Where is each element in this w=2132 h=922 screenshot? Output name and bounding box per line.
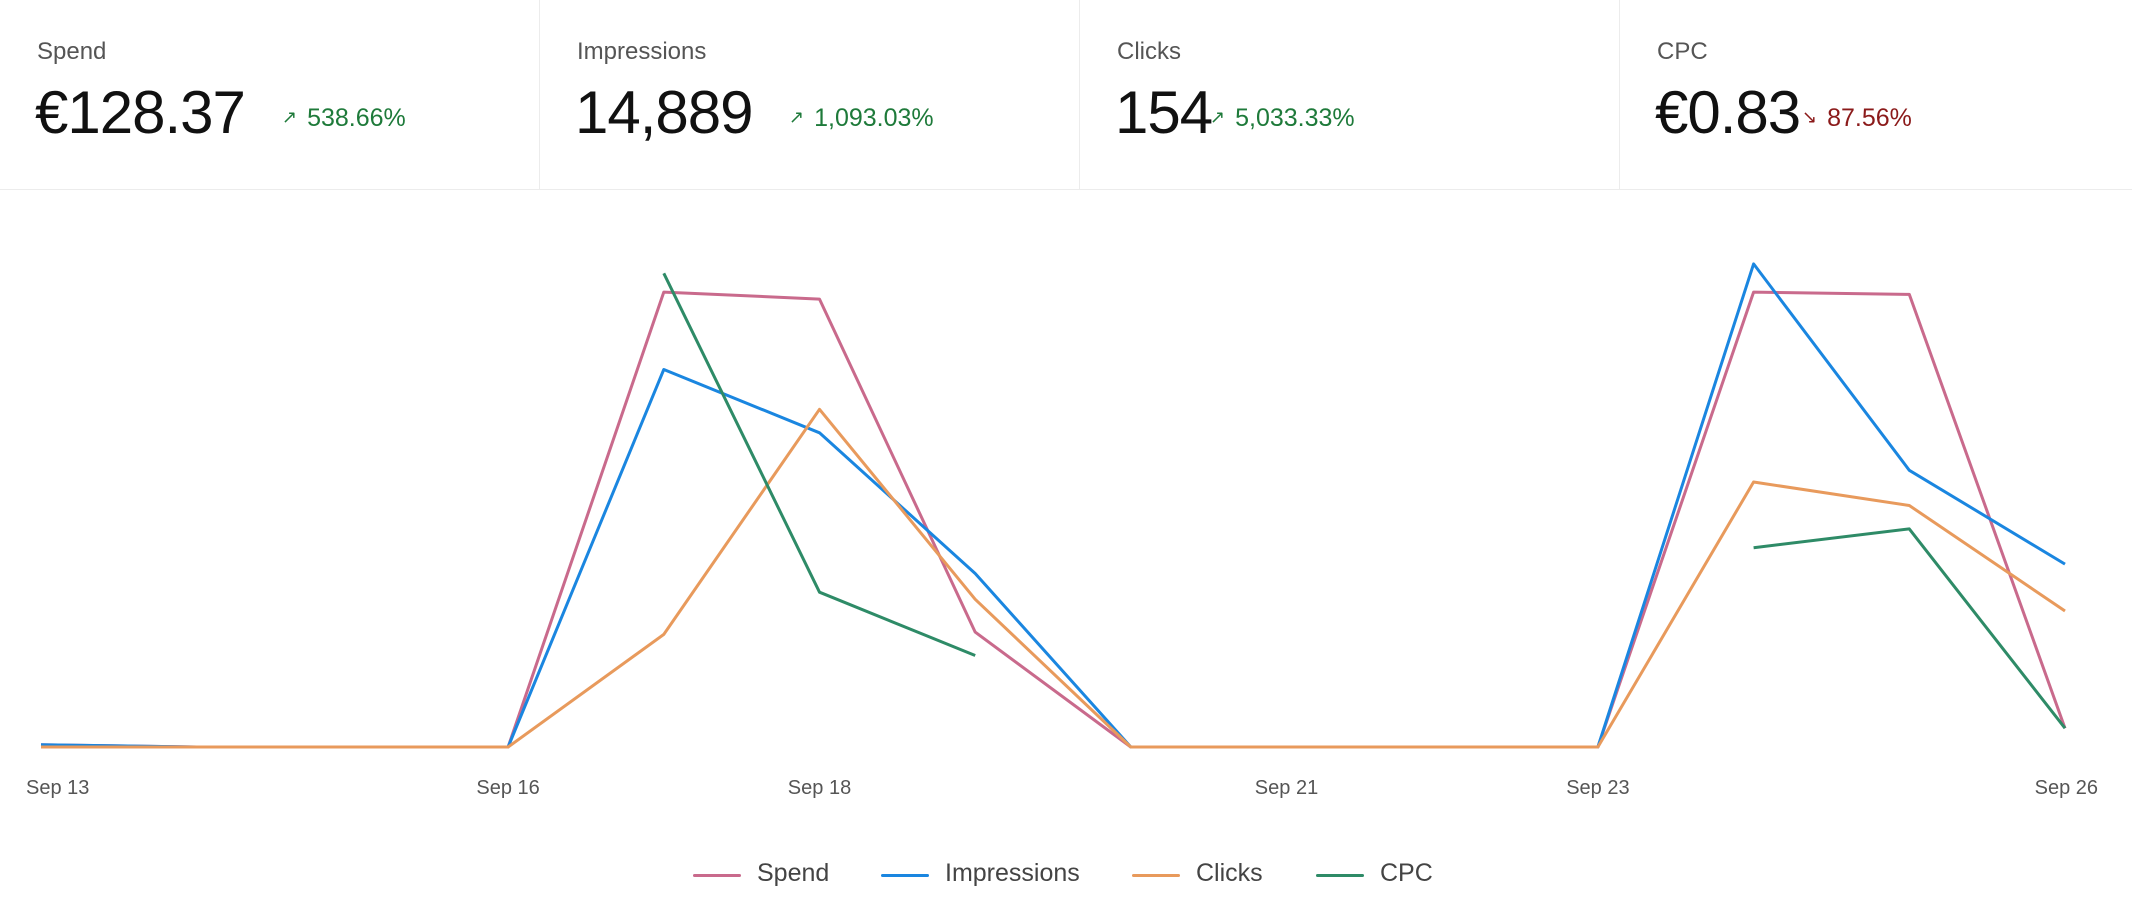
legend-swatch xyxy=(1132,874,1180,877)
kpi-value: €128.37 xyxy=(35,79,246,146)
trend-up-icon: ↗ xyxy=(282,107,298,127)
kpi-delta: ↗ 538.66% xyxy=(282,104,406,133)
kpi-delta-value: 5,033.33% xyxy=(1235,104,1355,132)
kpi-impressions[interactable]: Impressions 14,889 ↗ 1,093.03% xyxy=(540,0,1080,189)
legend-swatch xyxy=(693,874,741,877)
x-tick-label: Sep 16 xyxy=(476,777,539,799)
line-chart[interactable]: Sep 13 Sep 16 Sep 18 Sep 21 Sep 23 Sep 26 xyxy=(0,190,2132,820)
kpi-delta: ↗ 5,033.33% xyxy=(1210,104,1355,133)
legend-swatch xyxy=(1316,874,1364,877)
series-line-cpc-segment-2[interactable] xyxy=(1753,527,2067,730)
kpi-cpc[interactable]: CPC €0.83 ↘ 87.56% xyxy=(1620,0,2132,189)
kpi-label: CPC xyxy=(1657,38,1708,65)
x-tick-label: Sep 18 xyxy=(788,777,851,799)
kpi-clicks[interactable]: Clicks 154 ↗ 5,033.33% xyxy=(1080,0,1620,189)
kpi-label: Impressions xyxy=(577,38,707,65)
trend-up-icon: ↗ xyxy=(1210,107,1226,127)
kpi-value: €0.83 xyxy=(1655,79,1801,146)
series-layer xyxy=(40,262,2067,749)
trend-down-icon: ↘ xyxy=(1802,107,1818,127)
trend-up-icon: ↗ xyxy=(789,107,805,127)
series-line-spend[interactable] xyxy=(40,290,2067,749)
kpi-delta: ↘ 87.56% xyxy=(1802,104,1912,133)
kpi-spend[interactable]: Spend €128.37 ↗ 538.66% xyxy=(0,0,540,189)
kpi-summary-row: Spend €128.37 ↗ 538.66% Impressions 14,88… xyxy=(0,0,2132,190)
chart-legend: Spend Impressions Clicks CPC xyxy=(0,855,2132,895)
legend-label: CPC xyxy=(1380,859,1433,887)
kpi-value: 154 xyxy=(1115,79,1213,146)
kpi-value: 14,889 xyxy=(575,79,754,146)
kpi-label: Clicks xyxy=(1117,38,1181,65)
kpi-delta-value: 538.66% xyxy=(307,104,406,132)
x-tick-label: Sep 23 xyxy=(1566,777,1629,799)
x-tick-label: Sep 26 xyxy=(2035,777,2098,799)
kpi-delta-value: 1,093.03% xyxy=(814,104,934,132)
kpi-delta-value: 87.56% xyxy=(1827,104,1912,132)
legend-swatch xyxy=(881,874,929,877)
series-line-clicks[interactable] xyxy=(41,407,2066,749)
x-tick-label: Sep 13 xyxy=(26,777,89,799)
legend-label: Spend xyxy=(757,859,830,887)
legend-label: Clicks xyxy=(1196,859,1263,887)
series-line-cpc-segment-1[interactable] xyxy=(662,272,976,657)
kpi-label: Spend xyxy=(37,38,107,65)
x-axis: Sep 13 Sep 16 Sep 18 Sep 21 Sep 23 Sep 26 xyxy=(26,777,2098,799)
x-tick-label: Sep 21 xyxy=(1255,777,1318,799)
kpi-delta: ↗ 1,093.03% xyxy=(789,104,934,133)
legend-label: Impressions xyxy=(945,859,1080,887)
